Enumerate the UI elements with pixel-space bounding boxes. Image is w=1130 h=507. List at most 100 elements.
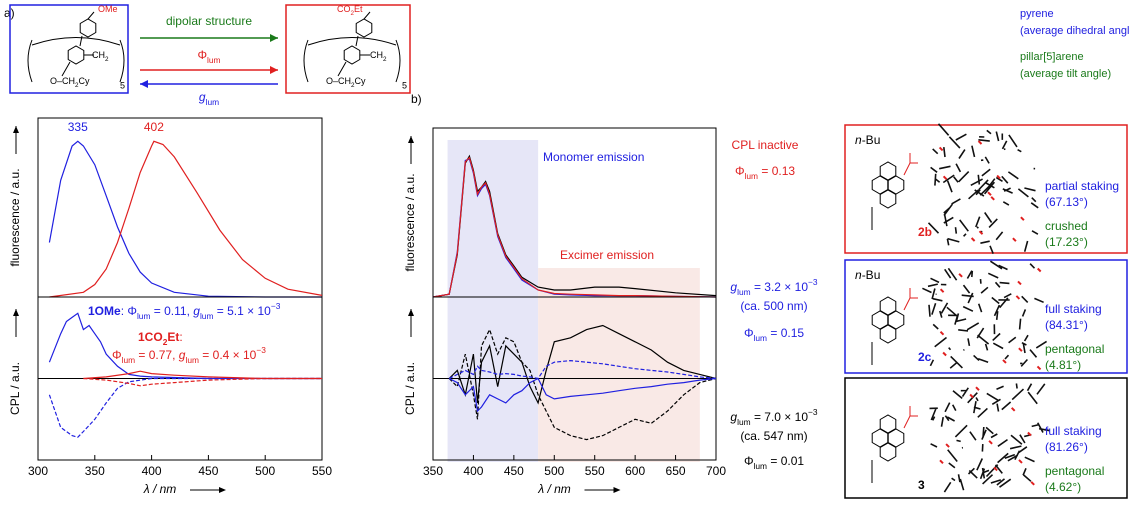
- x-axis-label: λ / nm: [537, 482, 571, 496]
- text-part: Φ: [112, 348, 122, 362]
- text-part: (4.62°): [1045, 480, 1081, 494]
- x-tick-label: 400: [142, 464, 162, 478]
- y-axis-label: CPL / a.u.: [8, 362, 22, 415]
- x-tick-label: 550: [585, 464, 605, 478]
- spectrum-line: [48, 312, 322, 380]
- arrowhead: [13, 309, 19, 316]
- pillar-angle: (4.81°): [1045, 358, 1081, 372]
- text-part: Excimer emission: [560, 248, 654, 262]
- plot-frame: [37, 117, 323, 298]
- oxygen-atoms: [939, 267, 1042, 371]
- text-part: (ca. 547 nm): [740, 429, 807, 443]
- crystal-structure: [929, 383, 1051, 493]
- compound-box: [844, 124, 1128, 254]
- text-part: Cy: [355, 76, 366, 86]
- text-part: -Bu: [862, 268, 881, 282]
- text-part: : Φ: [121, 304, 137, 318]
- text-part: pentagonal: [1045, 464, 1104, 478]
- text-part: = 0.77,: [135, 348, 179, 362]
- substituent: OMe: [98, 4, 118, 14]
- text-part: Φ: [735, 164, 745, 178]
- x-tick-label: 600: [625, 464, 645, 478]
- repeat: 5: [402, 80, 407, 90]
- text-part: g: [730, 410, 737, 424]
- note: Monomer emission: [543, 150, 644, 164]
- text-part: 2: [351, 10, 355, 17]
- text-part: = 0.15: [767, 326, 804, 340]
- note: Φlum = 0.01: [744, 454, 804, 471]
- text-part: (average tilt angle): [1020, 68, 1111, 80]
- compound-box: [285, 4, 411, 94]
- note: Φlum = 0.77, glum = 0.4 × 10−3: [112, 345, 266, 365]
- x-tick-label: 450: [504, 464, 524, 478]
- compound-name: 2b: [918, 225, 932, 239]
- ether: O–CH2Cy: [326, 76, 366, 89]
- text-part: O–CH: [50, 76, 75, 86]
- text-part: 2c: [918, 350, 932, 364]
- text-part: 2: [383, 56, 387, 63]
- text-part: g: [730, 280, 737, 294]
- arrowhead: [219, 487, 226, 493]
- note: pillar[5]arene: [1020, 51, 1084, 63]
- text-part: = 0.13: [758, 164, 795, 178]
- text-part: lum: [754, 333, 768, 343]
- note: (average tilt angle): [1020, 68, 1111, 80]
- x-tick-label: 550: [312, 464, 332, 478]
- peak-label: 402: [144, 120, 164, 134]
- text-part: = 3.2 × 10: [751, 280, 809, 294]
- text-part: g: [193, 304, 200, 318]
- text-part: Et: [354, 4, 363, 14]
- text-part: Cy: [79, 76, 90, 86]
- y-axis-label: CPL / a.u.: [403, 362, 417, 415]
- text-part: pyrene: [1020, 8, 1054, 20]
- x-tick-label: 650: [666, 464, 686, 478]
- spectrum-line: [83, 370, 322, 380]
- text-part: CH: [370, 50, 383, 60]
- ester: [903, 153, 918, 176]
- arrowhead: [613, 487, 621, 493]
- text-part: O–CH: [326, 76, 351, 86]
- x-tick-label: 300: [28, 464, 48, 478]
- compound-name: 2c: [918, 350, 932, 364]
- text-part: (81.26°): [1045, 440, 1088, 454]
- arrowhead: [408, 309, 414, 316]
- text-part: lum: [200, 311, 214, 321]
- text-part: OMe: [98, 4, 118, 14]
- pyrene-angle: (84.31°): [1045, 318, 1088, 332]
- pillar-state: crushed: [1045, 219, 1088, 233]
- ether: O–CH2Cy: [50, 76, 90, 89]
- x-tick-label: 350: [423, 464, 443, 478]
- text-part: Φ: [197, 48, 207, 62]
- x-tick-label: 450: [198, 464, 218, 478]
- spectrum-line: [83, 377, 322, 387]
- text-part: lum: [745, 171, 759, 181]
- note: glum = 7.0 × 10−3: [730, 407, 817, 427]
- spectrum-line: [432, 156, 717, 298]
- note: Excimer emission: [560, 248, 654, 262]
- text-part: 1OMe: [88, 304, 121, 318]
- text-part: (ca. 500 nm): [740, 299, 807, 313]
- text-part: pillar[5]arene: [1020, 51, 1084, 63]
- pyrene-angle: (67.13°): [1045, 195, 1088, 209]
- compound-name: 3: [918, 478, 925, 492]
- spectrum-line: [448, 324, 717, 405]
- text-part: = 0.4 × 10: [199, 348, 257, 362]
- y-axis-label: fluorescence / a.u.: [403, 173, 417, 271]
- arrowhead: [408, 136, 414, 143]
- text-part: Φ: [744, 454, 754, 468]
- text-part: n: [855, 133, 862, 147]
- text-part: g: [179, 348, 186, 362]
- text-part: −3: [271, 301, 281, 311]
- arrowhead: [13, 126, 19, 133]
- text-part: -Bu: [862, 133, 881, 147]
- text-part: full staking: [1045, 424, 1102, 438]
- note: (average dihedral angle): [1020, 25, 1130, 37]
- text-part: CO: [337, 4, 351, 14]
- pyrene-angle: (81.26°): [1045, 440, 1088, 454]
- pyrene: [871, 414, 905, 483]
- text-part: partial staking: [1045, 179, 1119, 193]
- text-part: (67.13°): [1045, 195, 1088, 209]
- ester: [903, 406, 918, 429]
- x-tick-label: 500: [255, 464, 275, 478]
